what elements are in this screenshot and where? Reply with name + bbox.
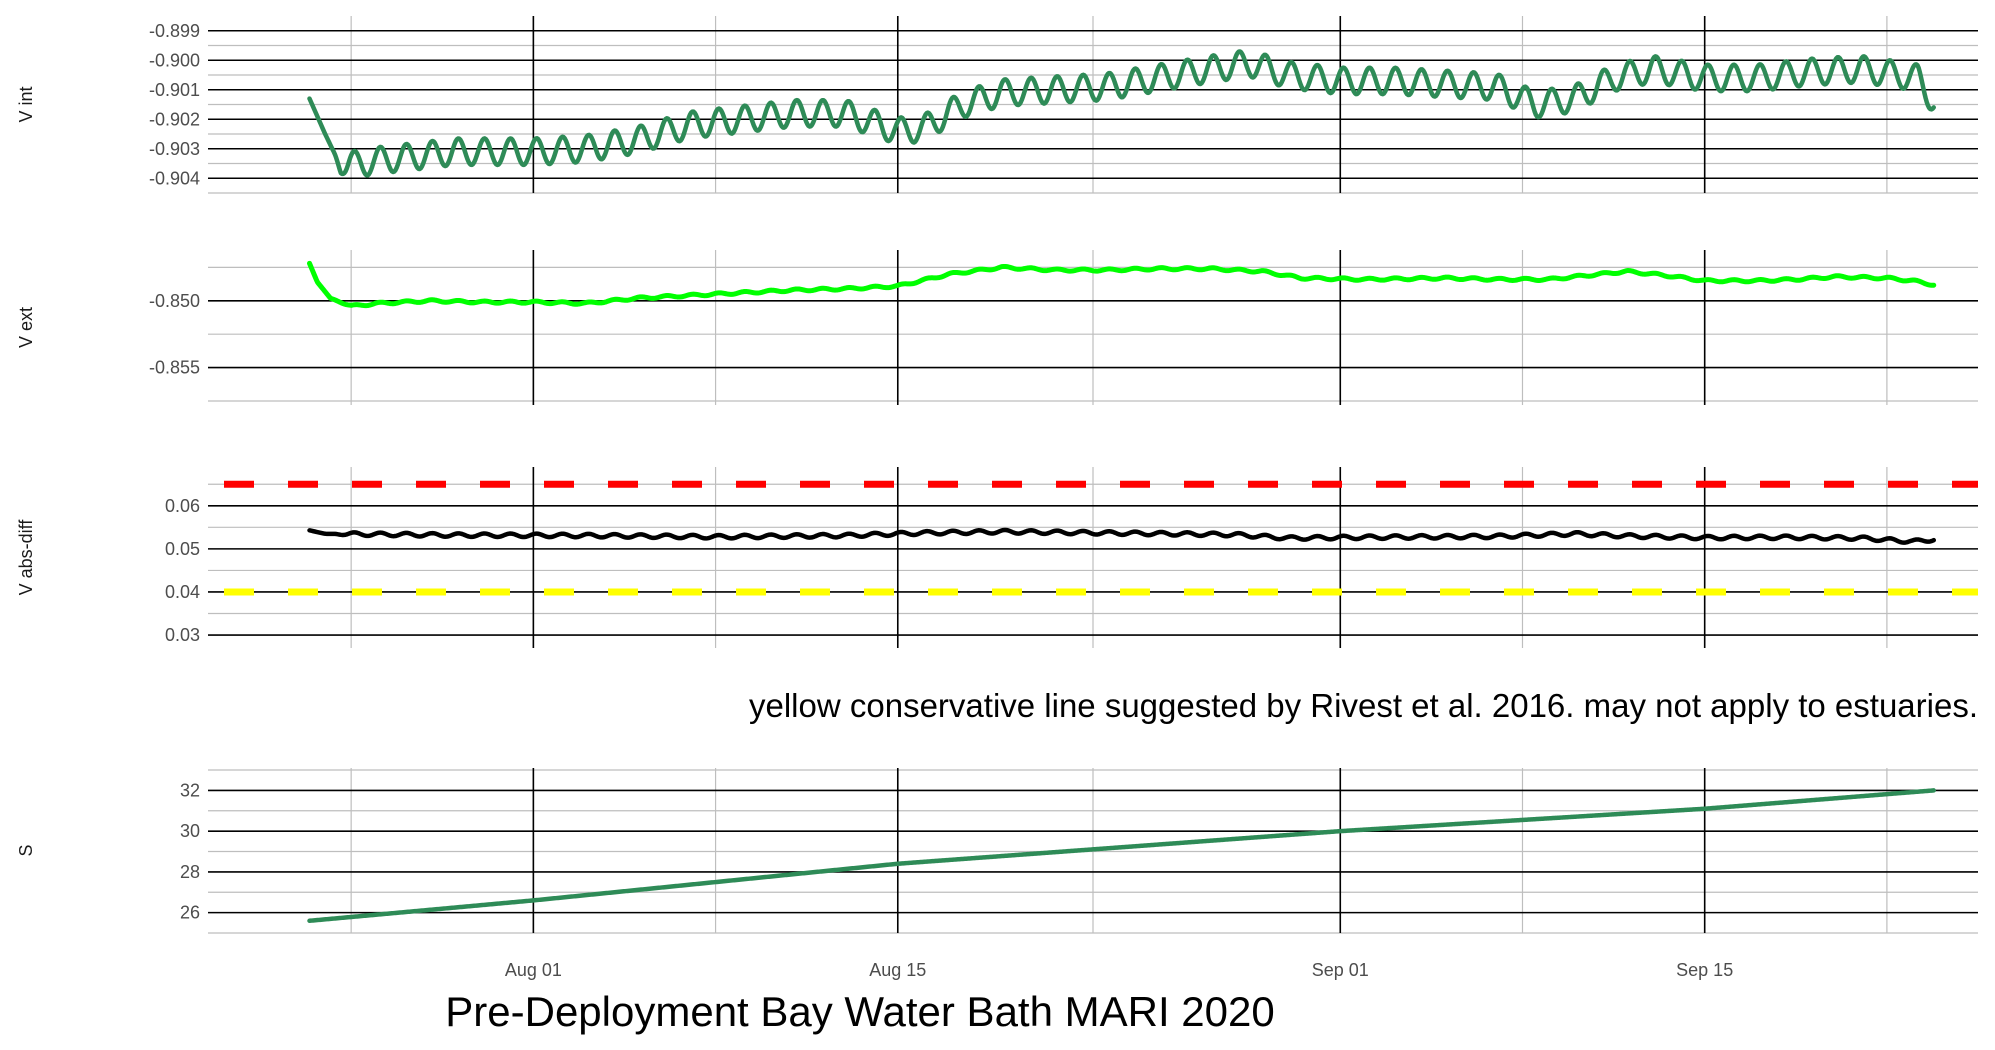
panel-3: 0.06 0.05 0.04 0.03 V abs-diff [16,467,1978,648]
y-tick-label: 30 [180,821,200,841]
panel-2: -0.850 -0.855 V ext [16,250,1978,405]
y-tick-label: 28 [180,862,200,882]
y-axis-label: S [16,844,36,856]
x-tick-label: Aug 01 [505,960,562,980]
y-tick-label: -0.899 [149,21,200,41]
x-tick-label: Aug 15 [869,960,926,980]
y-axis-label: V int [16,86,36,122]
y-tick-label: 0.05 [165,539,200,559]
y-tick-label: 26 [180,903,200,923]
x-tick-label: Sep 15 [1676,960,1733,980]
y-tick-label: -0.902 [149,109,200,129]
panel-4: 32 30 28 26 S [16,768,1978,934]
annotation-text: yellow conservative line suggested by Ri… [749,687,1978,724]
series-line-v-abs-diff [307,527,1936,545]
y-tick-label: -0.850 [149,291,200,311]
y-tick-label: -0.855 [149,358,200,378]
y-tick-label: -0.904 [149,168,200,188]
y-axis-label: V abs-diff [16,519,36,596]
chart-title: Pre-Deployment Bay Water Bath MARI 2020 [445,988,1274,1035]
y-tick-label: 0.03 [165,625,200,645]
series-line-v-int [307,49,1936,178]
x-tick-label: Sep 01 [1312,960,1369,980]
y-tick-label: 0.06 [165,496,200,516]
y-tick-label: -0.901 [149,80,200,100]
y-tick-label: -0.903 [149,139,200,159]
series-line-v-ext [307,260,1937,309]
series-line-s [307,788,1936,924]
y-axis-label: V ext [16,307,36,348]
y-tick-label: -0.900 [149,50,200,70]
y-tick-label: 32 [180,780,200,800]
y-tick-label: 0.04 [165,582,200,602]
panel-1: -0.899 -0.900 -0.901 -0.902 -0.903 -0.904 V in… [16,16,1978,194]
